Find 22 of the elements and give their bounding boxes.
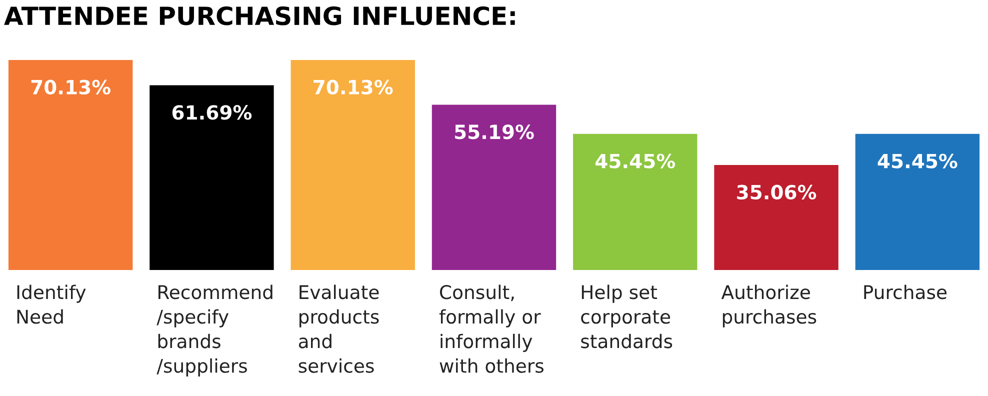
x-tick-label: Consult, formally or informally with others bbox=[439, 284, 544, 373]
data-label: 55.19% bbox=[455, 124, 534, 140]
bar bbox=[8, 60, 133, 270]
bar bbox=[573, 134, 698, 270]
data-label: 61.69% bbox=[172, 105, 252, 120]
bar bbox=[150, 85, 274, 270]
data-label: 45.45% bbox=[596, 154, 676, 168]
data-label: 70.13% bbox=[314, 80, 393, 94]
x-tick-label: Authorize purchases bbox=[721, 284, 816, 328]
x-tick-label: Identify Need bbox=[17, 284, 86, 324]
data-label: 70.13% bbox=[31, 80, 110, 94]
bar bbox=[714, 165, 838, 270]
bar bbox=[855, 134, 980, 270]
bar bbox=[290, 60, 415, 270]
chart-title: ATTENDEE PURCHASING INFLUENCE: bbox=[4, 6, 515, 26]
x-tick-label: Recommend /specify brands /suppliers bbox=[156, 284, 272, 377]
x-tick-label: Purchase bbox=[864, 284, 947, 300]
bar bbox=[432, 104, 556, 270]
data-label: 35.06% bbox=[737, 184, 816, 200]
data-label: 45.45% bbox=[878, 154, 958, 168]
x-tick-label: Evaluate products and services bbox=[298, 284, 379, 373]
x-tick-label: Help set corporate standards bbox=[581, 284, 672, 348]
